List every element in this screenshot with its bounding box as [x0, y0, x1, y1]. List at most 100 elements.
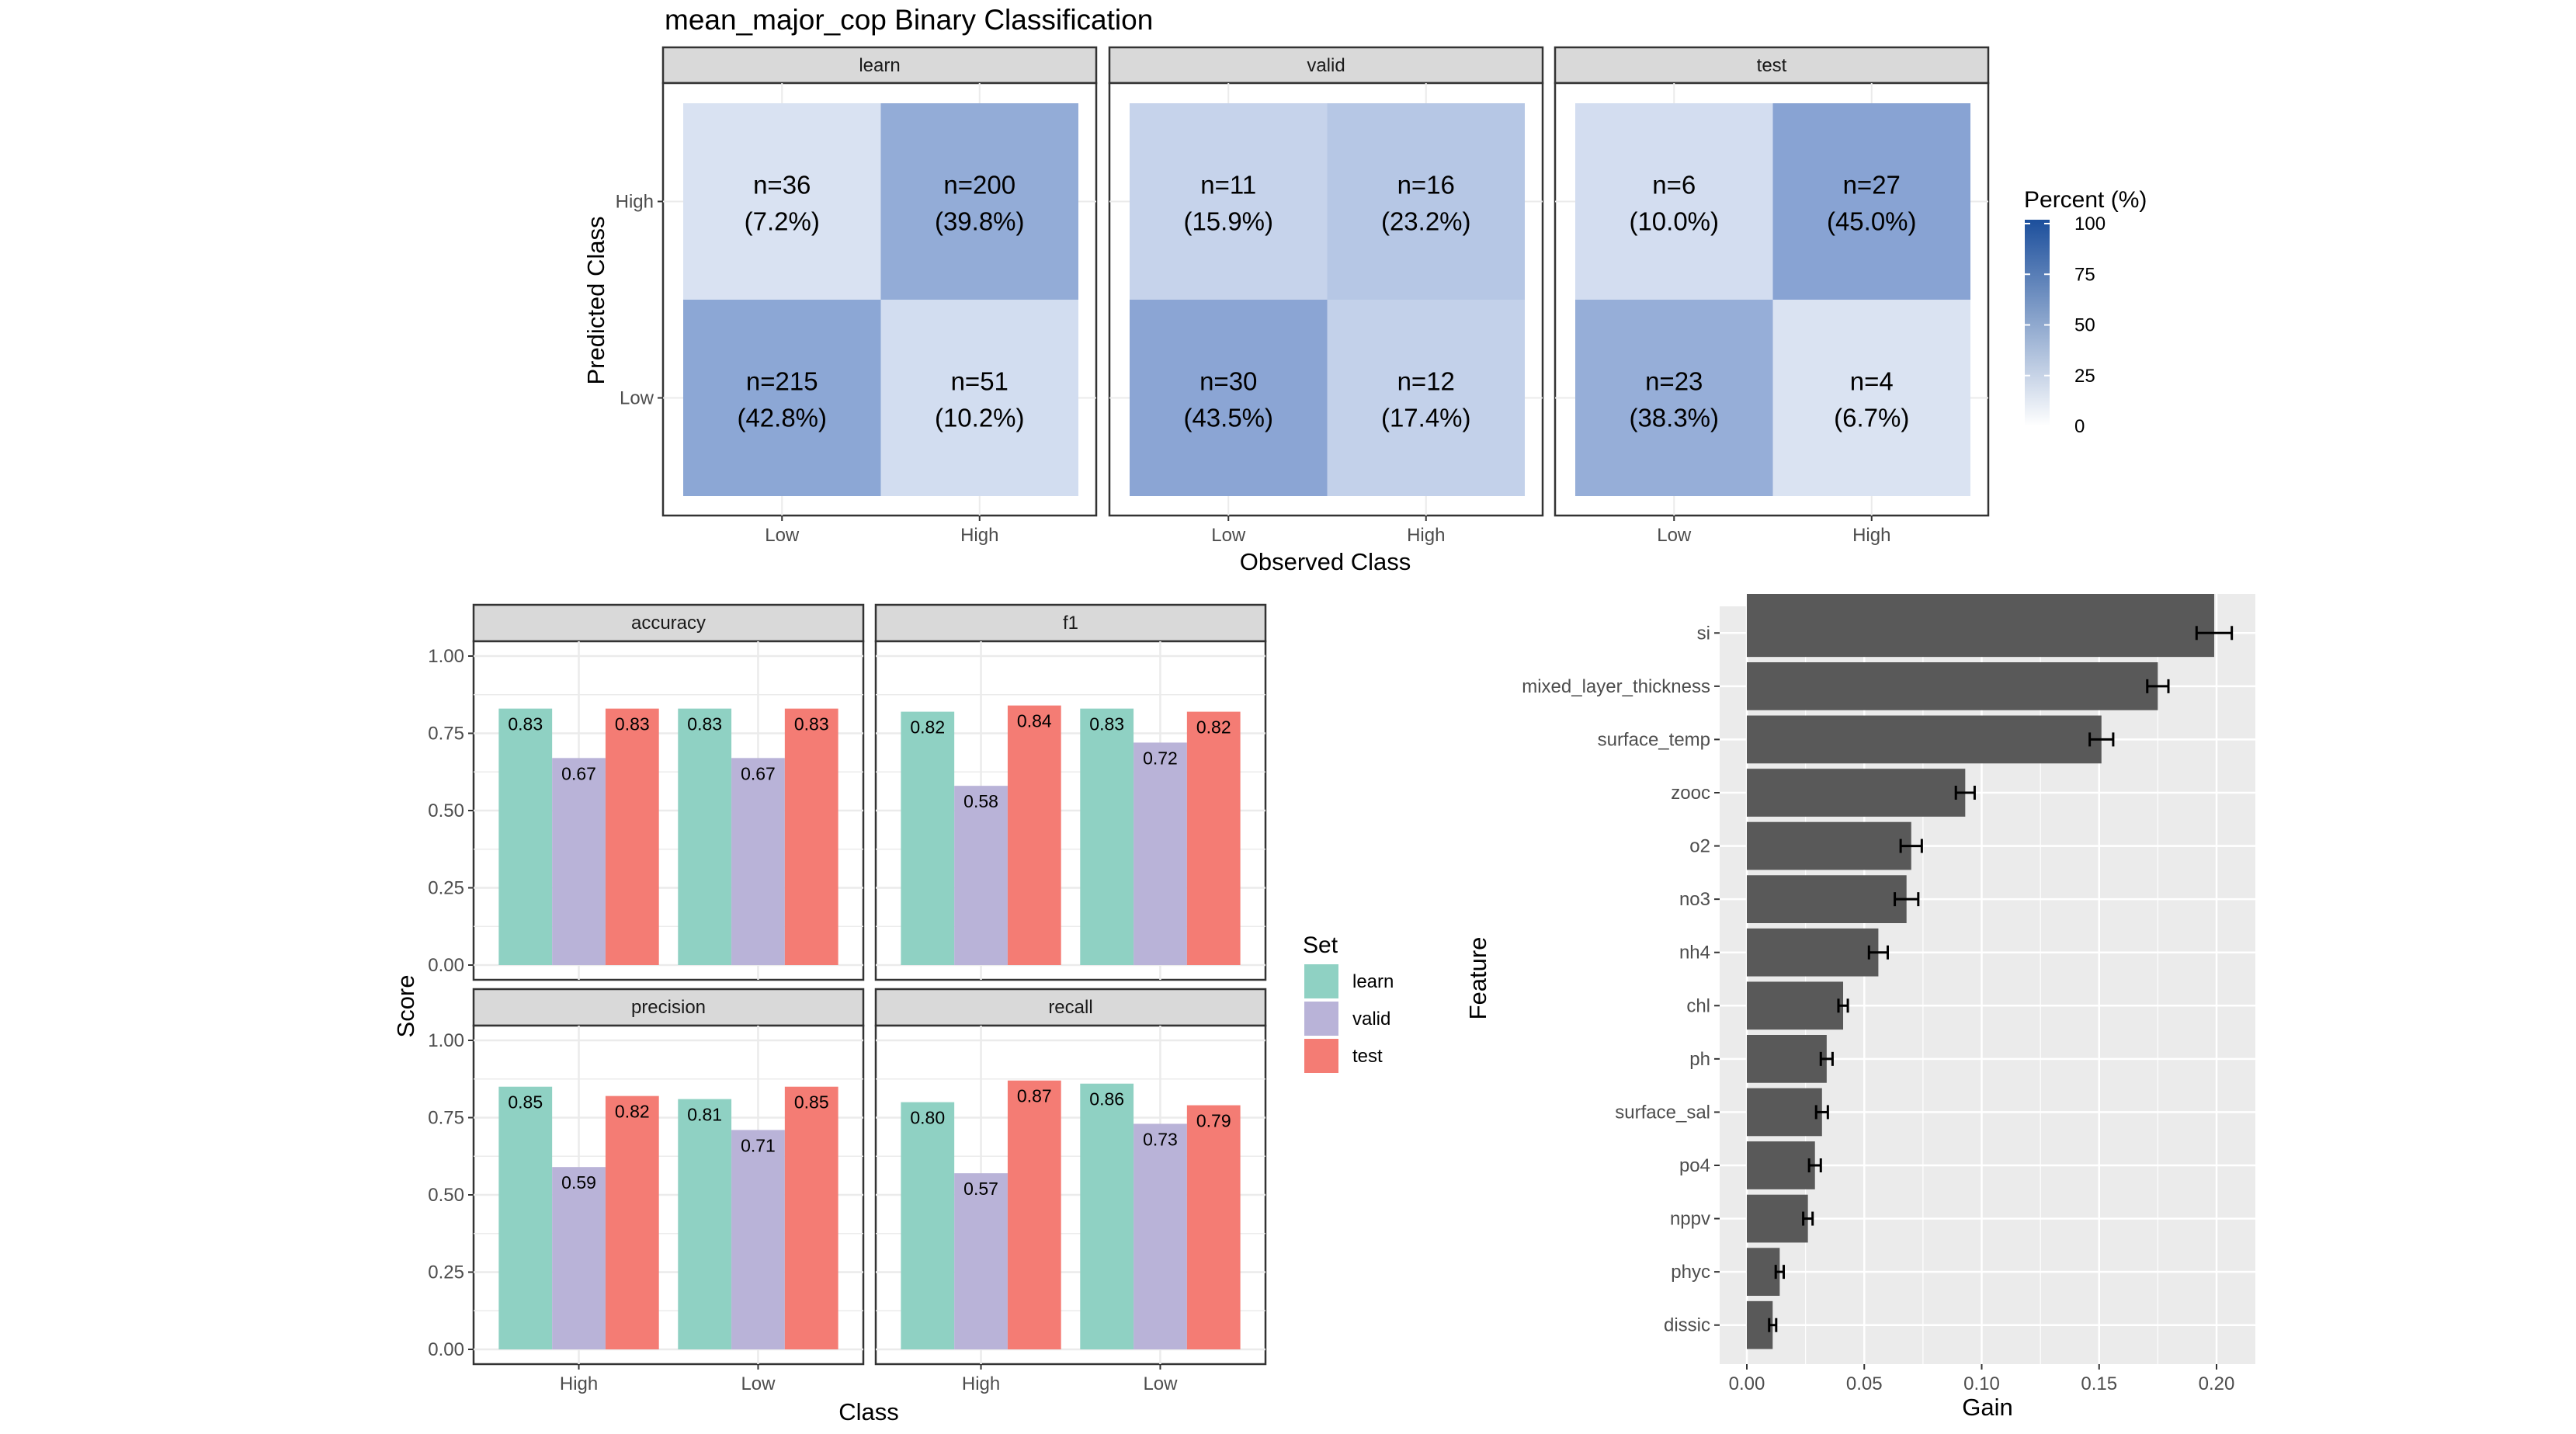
x-tick-label: High [560, 1373, 598, 1394]
x-tick-label: Low [741, 1373, 776, 1394]
feature-bar [1747, 821, 1911, 870]
bar-valid [954, 1173, 1008, 1349]
cell-percent-label: (7.2%) [745, 207, 820, 236]
cell-count-label: n=200 [943, 171, 1015, 200]
bar-value-label: 0.87 [1017, 1086, 1052, 1106]
bar-value-label: 0.83 [615, 714, 650, 734]
y-tick-label: surface_sal [1615, 1102, 1710, 1123]
y-tick-label: Low [620, 388, 654, 409]
x-tick-label: 0.05 [1846, 1373, 1883, 1394]
facet-strip-label: precision [631, 997, 706, 1018]
y-tick-label: 0.75 [428, 1108, 464, 1129]
bar-value-label: 0.82 [1196, 717, 1231, 738]
bar-learn [1080, 1083, 1134, 1349]
colorbar-tick-label: 25 [2074, 366, 2095, 387]
color-legend: Percent (%) 0 25 50 75 100 [2024, 187, 2147, 437]
bar-learn [901, 1102, 955, 1349]
y-tick-label: 0.75 [428, 724, 464, 745]
x-axis-title: Gain [1962, 1394, 2012, 1421]
colorbar-tick-label: 0 [2074, 416, 2085, 437]
x-tick-label: High [962, 1373, 1000, 1394]
x-tick-label: 0.15 [2081, 1373, 2117, 1394]
facet-strip-label: valid [1307, 55, 1345, 76]
facet-precision: precision 0.85 0.59 0.82 0.81 0.71 0.85 0.00 0.2… [428, 988, 865, 1394]
x-axis-title: Class [838, 1398, 899, 1425]
facet-strip-label: recall [1048, 997, 1092, 1018]
y-tick-label: 0.50 [428, 1185, 464, 1206]
bar-value-label: 0.82 [615, 1102, 650, 1122]
y-axis-title: Predicted Class [582, 216, 609, 384]
bar-valid [1134, 1123, 1187, 1349]
heatmap-cell [1575, 300, 1773, 496]
legend-title: Set [1303, 932, 1338, 958]
bar-value-label: 0.73 [1143, 1129, 1178, 1149]
bar-test [784, 708, 838, 965]
colorbar-tick-label: 100 [2074, 214, 2106, 234]
facet-strip-label: test [1757, 55, 1787, 76]
colorbar-tick-label: 75 [2074, 264, 2095, 285]
y-tick-label: 0.25 [428, 1262, 464, 1283]
legend-swatch-test [1304, 1039, 1338, 1073]
x-tick-label: Low [1211, 525, 1246, 546]
y-tick-label: nh4 [1679, 943, 1710, 964]
cell-percent-label: (15.9%) [1183, 207, 1273, 236]
y-tick-label: 0.00 [428, 1339, 464, 1360]
heatmap-cell [1130, 103, 1328, 300]
cell-percent-label: (43.5%) [1183, 404, 1273, 432]
feature-bar [1747, 981, 1844, 1030]
bar-value-label: 0.58 [963, 791, 998, 811]
feature-bar [1747, 1194, 1808, 1243]
bar-value-label: 0.79 [1196, 1111, 1231, 1131]
bar-value-label: 0.83 [1089, 714, 1124, 734]
bar-value-label: 0.85 [508, 1092, 543, 1113]
bar-learn [901, 711, 955, 965]
bar-learn [498, 708, 553, 965]
bar-value-label: 0.72 [1143, 748, 1178, 768]
facet-valid: valid n=11 (15.9%) n=16 (23.2%) n=30 (43.5%) n=… [1108, 46, 1544, 546]
y-tick-label: surface_temp [1598, 729, 1710, 750]
bar-value-label: 0.80 [910, 1108, 945, 1128]
cell-percent-label: (17.4%) [1381, 404, 1471, 432]
heatmap-cell [1327, 103, 1525, 300]
bar-value-label: 0.57 [963, 1179, 998, 1199]
cell-percent-label: (39.8%) [935, 207, 1025, 236]
bar-test [784, 1086, 838, 1349]
cell-percent-label: (23.2%) [1381, 207, 1471, 236]
cell-count-label: n=11 [1200, 171, 1256, 200]
cell-percent-label: (10.0%) [1629, 207, 1719, 236]
x-tick-label: 0.10 [1963, 1373, 2000, 1394]
heatmap-cell [880, 300, 1078, 496]
facet-strip-label: f1 [1063, 613, 1078, 634]
bar-test [1186, 711, 1241, 965]
heatmap-cell [1130, 300, 1328, 496]
x-axis-title: Observed Class [1240, 548, 1411, 575]
x-tick-label: Low [1657, 525, 1692, 546]
bar-value-label: 0.86 [1089, 1089, 1124, 1109]
bar-test [605, 708, 659, 965]
bar-valid [731, 1130, 785, 1349]
facet-strip-label: learn [859, 55, 900, 76]
bar-value-label: 0.59 [561, 1172, 596, 1193]
bar-valid [552, 758, 606, 965]
bar-valid [1134, 742, 1187, 965]
y-axis-title: Feature [1464, 937, 1491, 1020]
feature-bar [1747, 928, 1879, 977]
colorbar [2025, 220, 2050, 426]
facet-test: test n=6 (10.0%) n=27 (45.0%) n=23 (38.3%) n=4 (… [1554, 46, 1990, 546]
cell-count-label: n=27 [1843, 171, 1901, 200]
bar-learn [1080, 708, 1134, 965]
facet-accuracy: accuracy 0.83 0.67 0.83 0.83 0.67 0.83 0.00 0.25… [428, 603, 865, 981]
bar-value-label: 0.67 [561, 763, 596, 783]
legend-title: Percent (%) [2024, 187, 2147, 213]
bar-value-label: 0.83 [794, 714, 829, 734]
x-tick-label: High [1407, 525, 1445, 546]
cell-percent-label: (45.0%) [1827, 207, 1917, 236]
facet-f1: f1 0.82 0.58 0.84 0.83 0.72 0.82 [874, 603, 1267, 981]
y-tick-label: po4 [1679, 1155, 1710, 1176]
bar-value-label: 0.82 [910, 717, 945, 738]
facet-strip [1554, 46, 1990, 85]
bar-valid [954, 786, 1008, 965]
cell-count-label: n=30 [1199, 367, 1257, 396]
